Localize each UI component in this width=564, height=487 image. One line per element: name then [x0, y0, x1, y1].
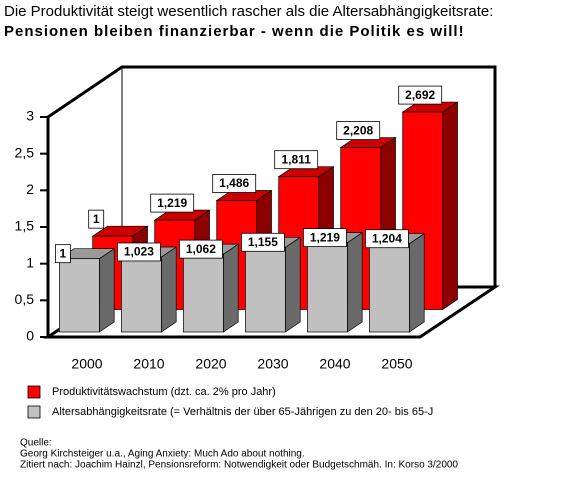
y-tick-label: 0 — [26, 328, 34, 344]
legend-swatch — [27, 405, 41, 419]
value-label-box — [178, 239, 223, 259]
value-label-box — [88, 209, 105, 229]
value-label-box — [302, 228, 347, 248]
x-tick-label: 2020 — [195, 356, 226, 372]
bar — [369, 243, 410, 333]
bar-side — [347, 231, 363, 333]
bar — [245, 246, 286, 333]
value-label: 1,219 — [157, 196, 187, 210]
bar — [121, 256, 162, 333]
y-tick-label: 2,5 — [15, 144, 35, 160]
y-tick-label: 3 — [26, 108, 34, 124]
bar-side — [223, 243, 239, 333]
bar — [59, 258, 100, 333]
bar-side — [442, 101, 458, 311]
value-label: 1,023 — [124, 245, 154, 259]
legend-label: Altersabhängigkeitsrate (= Verhältnis de… — [52, 406, 433, 418]
value-label: 2,208 — [343, 123, 373, 137]
x-tick-label: 2010 — [133, 356, 164, 372]
value-label: 1 — [60, 246, 67, 260]
source-line: Georg Kirchsteiger u.a., Aging Anxiety: … — [20, 449, 305, 460]
value-label-box — [364, 229, 409, 249]
value-label: 1 — [93, 212, 100, 226]
value-label: 1,204 — [372, 231, 402, 245]
value-label: 1,219 — [310, 230, 340, 244]
value-label: 2,692 — [405, 88, 435, 102]
x-tick-label: 2000 — [71, 356, 102, 372]
value-label-box — [274, 150, 319, 170]
legend-label: Produktivitätswachstum (dzt. ca. 2% pro … — [52, 386, 276, 398]
value-label: 1,811 — [282, 152, 312, 166]
y-tick-label: 2 — [26, 181, 34, 197]
value-label-box — [240, 232, 285, 252]
y-tick-label: 1 — [26, 254, 34, 270]
value-label-box — [398, 85, 443, 105]
x-tick-label: 2030 — [257, 356, 288, 372]
value-label: 1,155 — [248, 235, 278, 249]
value-label-box — [150, 193, 195, 213]
bar-side — [161, 246, 177, 333]
value-label-box — [55, 244, 71, 264]
value-label: 1,062 — [186, 242, 216, 256]
value-label-box — [117, 242, 161, 262]
value-label-box — [212, 174, 257, 193]
bar — [183, 253, 224, 333]
bar — [307, 242, 348, 333]
value-label: 1,486 — [219, 176, 249, 190]
x-tick-label: 2050 — [381, 356, 412, 372]
y-tick-label: 1,5 — [15, 218, 35, 234]
value-label-box — [336, 121, 381, 140]
y-tick-label: 0,5 — [15, 291, 35, 307]
bar-side — [99, 248, 115, 333]
legend-swatch — [27, 385, 41, 399]
source-line: Zitiert nach: Joachim Hainzl, Pensionsre… — [20, 460, 458, 471]
chart-subtitle: Pensionen bleiben finanzierbar - wenn di… — [4, 23, 465, 40]
bar-side — [409, 233, 425, 333]
bar-side — [285, 236, 301, 333]
chart-title: Die Produktivität steigt wesentlich rasc… — [4, 3, 493, 20]
source-line: Quelle: — [20, 438, 52, 449]
x-tick-label: 2040 — [319, 356, 350, 372]
